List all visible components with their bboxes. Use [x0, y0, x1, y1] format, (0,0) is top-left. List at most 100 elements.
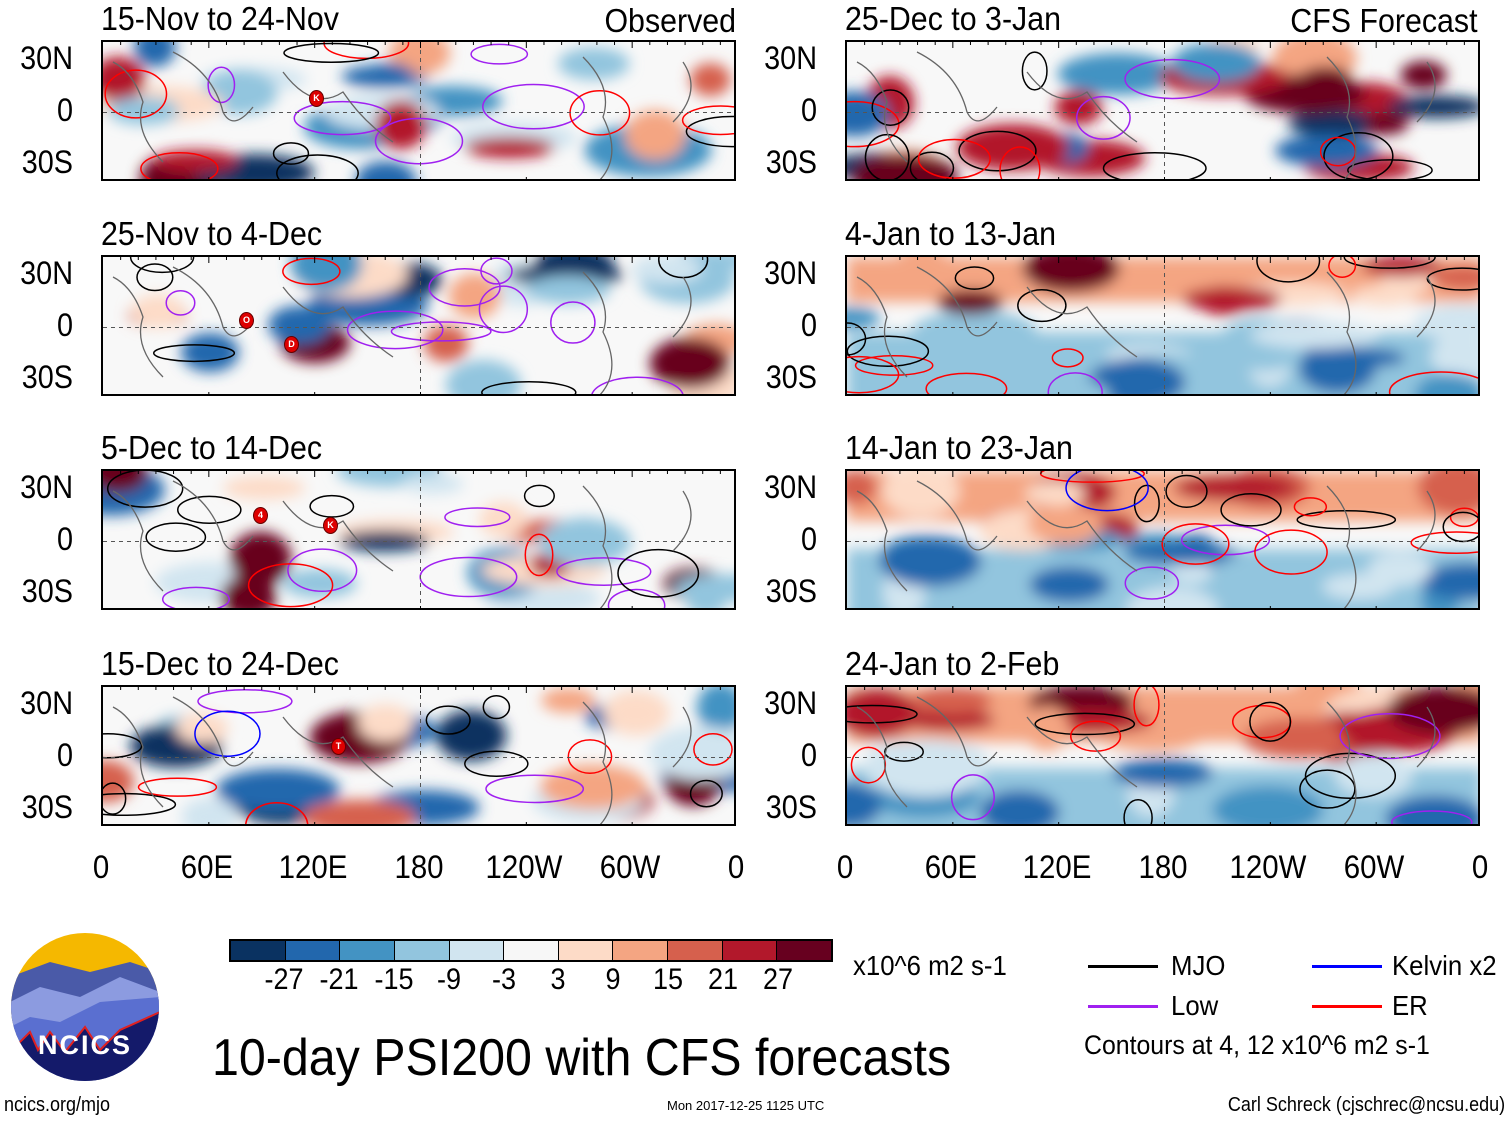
anomaly-blob	[435, 709, 507, 762]
contour-line	[129, 257, 195, 274]
anomaly-blob	[937, 289, 1003, 315]
anomaly-blob	[357, 704, 414, 742]
map-panel	[845, 255, 1480, 396]
contour-line	[1347, 159, 1433, 179]
anomaly-blob	[181, 797, 238, 824]
anomaly-blob	[220, 574, 277, 608]
colorbar-swatch	[340, 941, 395, 960]
anomaly-blob	[879, 536, 982, 587]
anomaly-blob	[131, 294, 185, 328]
contour-line	[1069, 720, 1122, 752]
anomaly-blob	[1024, 705, 1070, 751]
anomaly-blob	[1431, 265, 1478, 290]
lat-label: 0	[800, 737, 817, 773]
anomaly-blob	[1024, 481, 1086, 506]
contour-line	[1328, 257, 1357, 279]
contour-line	[917, 138, 991, 179]
contours-note: Contours at 4, 12 x10^6 m2 s-1	[1084, 1030, 1430, 1060]
contour-line	[390, 321, 492, 342]
contour-line	[1034, 712, 1136, 736]
lat-label: 30S	[765, 789, 817, 825]
anomaly-blob	[423, 325, 469, 362]
lon-label: 60E	[180, 849, 234, 885]
colorbar-tick-label: 3	[550, 963, 566, 996]
anomaly-blob	[624, 110, 686, 161]
colorbar-tick-label: -21	[319, 963, 359, 996]
colorbar-tick-label: 9	[605, 963, 621, 996]
contour-line	[1017, 288, 1067, 323]
contour-line	[1254, 529, 1328, 575]
contour-line	[1323, 132, 1394, 179]
contour-line	[871, 89, 910, 126]
legend-mjo: MJO	[1171, 950, 1226, 981]
lon-label: 180	[393, 849, 444, 885]
footer-url[interactable]: ncics.org/mjo	[4, 1094, 111, 1116]
contour-line	[999, 146, 1041, 179]
anomaly-blob	[603, 690, 670, 736]
contour-line	[524, 533, 554, 577]
contour-line	[1388, 371, 1478, 394]
map-panel	[101, 40, 736, 181]
colorbar	[229, 939, 833, 962]
contour-line	[470, 43, 529, 65]
contour-line	[140, 152, 219, 179]
anomaly-blob	[268, 305, 331, 345]
lat-label: 30S	[765, 144, 817, 180]
colorbar-tick-label: -3	[491, 963, 516, 996]
anomaly-blob	[1171, 42, 1261, 83]
contour-line	[1391, 810, 1473, 824]
contour-line	[165, 290, 196, 316]
colorbar-swatch	[613, 941, 669, 960]
anomaly-blob	[1054, 90, 1103, 126]
colorbar-swatch	[394, 941, 450, 960]
map-panel	[101, 469, 736, 610]
contour-line	[177, 495, 242, 525]
storm-marker: T	[331, 738, 346, 755]
anomaly-blob	[1386, 687, 1478, 734]
contour-line	[485, 774, 585, 804]
contour-line	[1124, 566, 1180, 600]
coastlines	[856, 266, 1436, 394]
contour-line	[1051, 348, 1084, 368]
lon-label: 120E	[1022, 849, 1092, 885]
logo-text: NCICS	[38, 1030, 132, 1060]
contour-line	[1065, 471, 1149, 512]
lat-label: 30N	[20, 40, 73, 76]
contour-line	[1442, 511, 1478, 543]
legend-low: Low	[1171, 990, 1219, 1021]
contour-line	[567, 739, 613, 774]
anomaly-blob	[673, 574, 734, 602]
anomaly-blob	[1413, 304, 1478, 342]
anomaly-blob	[1301, 66, 1351, 88]
contour-line	[1296, 510, 1397, 530]
contour-line	[482, 694, 511, 720]
colorbar-swatch	[231, 941, 286, 960]
anomaly-blob	[1299, 347, 1406, 369]
contour-line	[854, 354, 934, 376]
lon-label: 120W	[485, 849, 563, 885]
panel-title: 5-Dec to 14-Dec	[101, 429, 323, 466]
anomaly-blob	[1385, 795, 1478, 824]
anomaly-blob	[181, 332, 240, 372]
anomaly-blob	[103, 760, 134, 803]
storm-marker: D	[284, 336, 299, 353]
anomaly-blob	[216, 768, 340, 812]
anomaly-blob	[538, 518, 631, 567]
contour-line	[909, 151, 955, 179]
legend-er: ER	[1392, 990, 1428, 1021]
lat-label: 30S	[765, 573, 817, 609]
contour-line	[1449, 507, 1478, 528]
lat-label: 30S	[765, 359, 817, 395]
anomaly-blob	[1212, 785, 1324, 824]
footer-timestamp: Mon 2017-12-25 1125 UTC	[667, 1098, 825, 1113]
contour-line	[425, 705, 471, 735]
lat-label: 0	[800, 92, 817, 128]
anomaly-blob	[648, 726, 734, 781]
contour-line	[1293, 497, 1328, 517]
storm-marker: O	[239, 312, 254, 329]
anomaly-blob	[541, 688, 596, 713]
lat-label: 30N	[764, 469, 817, 505]
anomaly-blob	[103, 471, 149, 494]
anomaly-blob	[448, 273, 501, 319]
storm-marker: K	[323, 517, 338, 534]
